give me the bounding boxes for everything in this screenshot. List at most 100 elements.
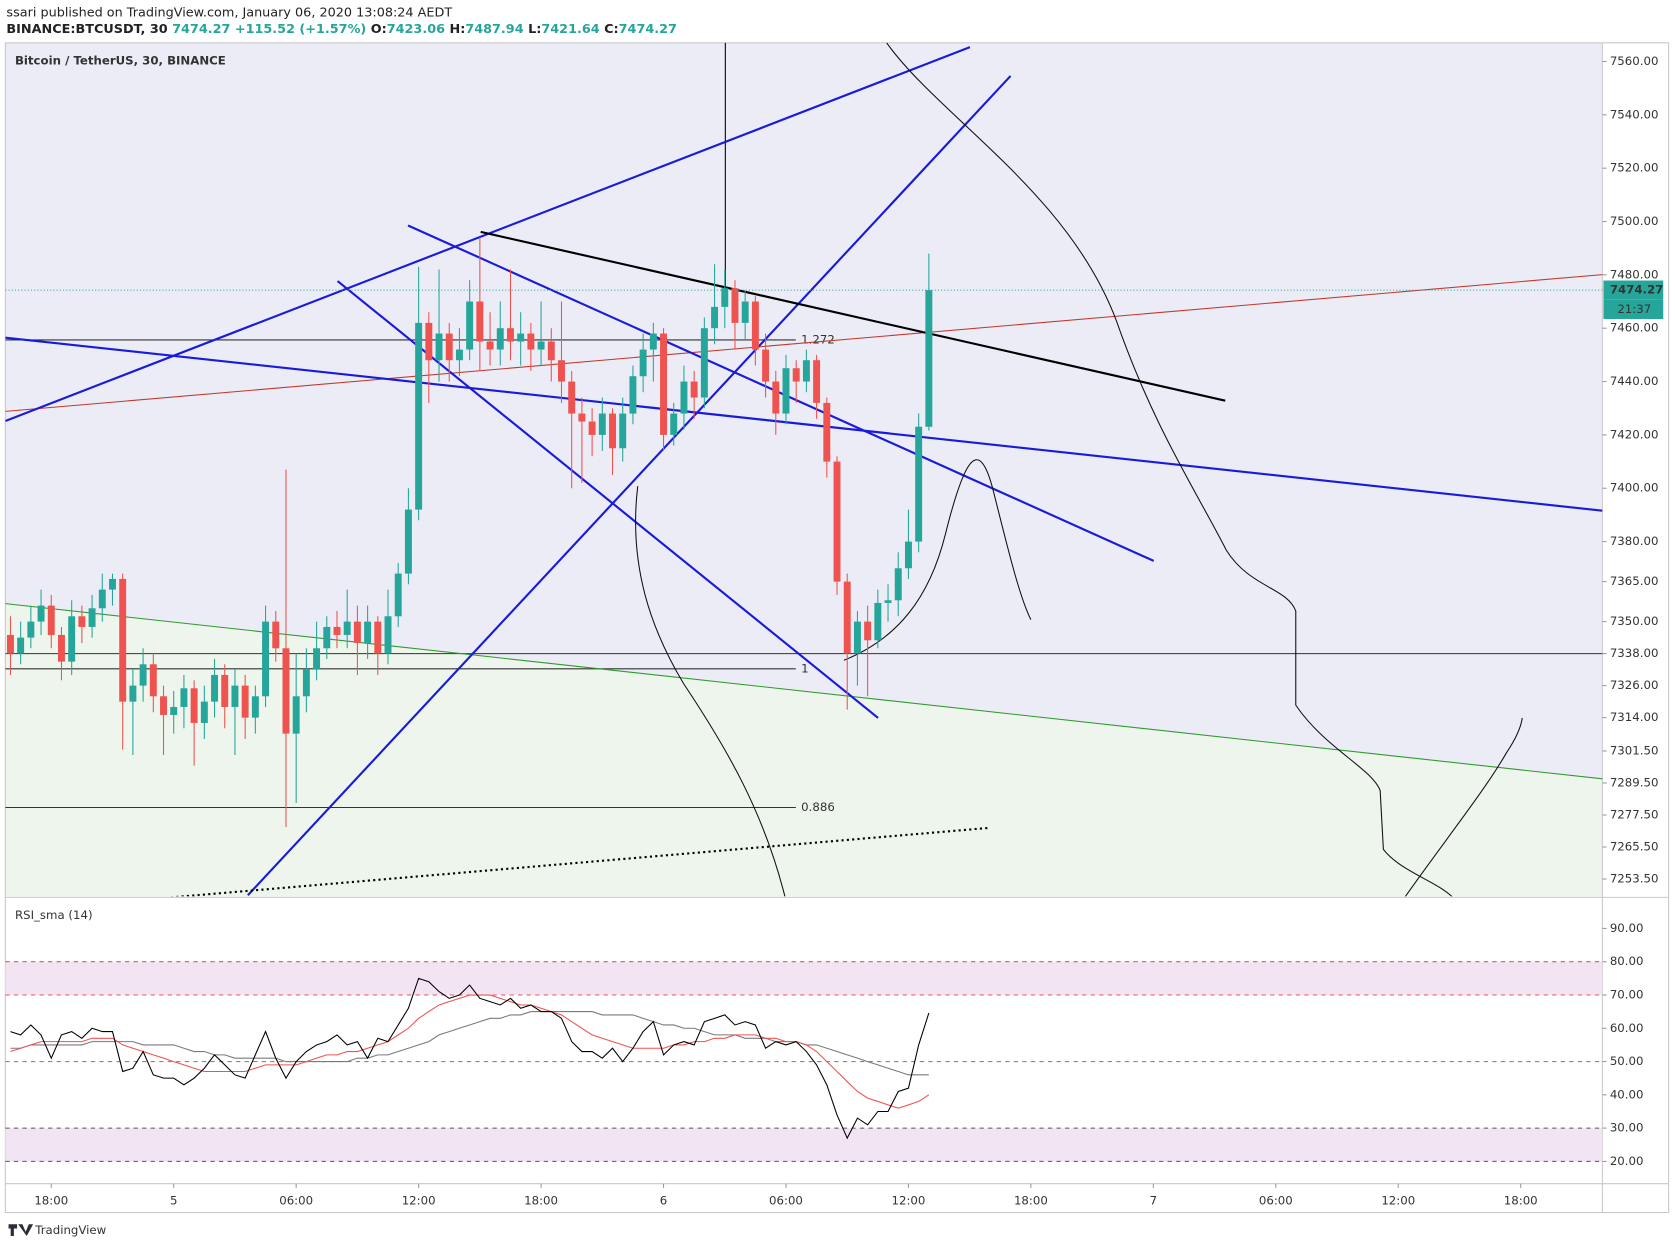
candle-body (425, 322, 433, 361)
last-price-label: 7474.27 (1610, 283, 1664, 297)
y-tick-label: 7301.50 (1610, 743, 1659, 757)
y-tick-label: 7480.00 (1610, 267, 1659, 281)
candle-body (200, 701, 208, 723)
candle-body (762, 349, 770, 382)
last-price-tag (1603, 280, 1664, 300)
candle-body (915, 426, 923, 542)
candle-body (925, 290, 933, 427)
x-tick-label: 18:00 (1504, 1193, 1538, 1207)
trend-line (5, 336, 1603, 512)
candle-body (711, 306, 719, 329)
candle-body (27, 621, 35, 638)
l-label: L: (528, 21, 541, 36)
logo-icon (8, 1224, 34, 1237)
candle-body (864, 621, 872, 641)
frame (4, 42, 1670, 1214)
candle-body (241, 685, 249, 718)
projection-curve (635, 486, 786, 897)
candle-body (47, 605, 55, 635)
candle-body (506, 328, 514, 342)
y-tick-label: 30.00 (1610, 1121, 1644, 1135)
projection-curve (1404, 717, 1523, 897)
candle-body (496, 328, 504, 350)
trend-line (5, 603, 1603, 780)
candle-body (792, 368, 800, 382)
fib-label: 1.272 (801, 332, 835, 346)
candle-body (231, 685, 239, 707)
x-tick-label: 7 (1150, 1193, 1157, 1207)
last-price: 7474.27 (172, 21, 230, 36)
candle-body (139, 664, 147, 686)
rsi-marks (5, 961, 1603, 1162)
candle-body (690, 381, 698, 398)
l-value: 7421.64 (541, 21, 599, 36)
y-tick-label: 60.00 (1610, 1021, 1644, 1035)
candle-body (568, 381, 576, 414)
candle-body (741, 301, 749, 323)
candle-body (853, 621, 861, 654)
candle-body (190, 688, 198, 723)
candle-body (843, 581, 851, 654)
candle-body (466, 301, 474, 350)
candle-body (609, 413, 616, 449)
countdown: 21:37 (1617, 302, 1651, 316)
candle-body (476, 301, 484, 342)
candle-body (129, 685, 137, 702)
rsi-band (5, 961, 1603, 995)
trend-line (5, 274, 1603, 412)
x-tick-label: 12:00 (892, 1193, 926, 1207)
candle-body (904, 541, 912, 569)
y-tick-label: 7500.00 (1610, 214, 1659, 228)
o-value: 7423.06 (387, 21, 445, 36)
candle-body (88, 608, 96, 627)
chart-title: Bitcoin / TetherUS, 30, BINANCE (15, 53, 226, 67)
rsi-band (5, 1128, 1603, 1162)
candle-body (894, 568, 902, 601)
symbol: BINANCE:BTCUSDT, 30 (6, 21, 167, 36)
candle-body (649, 333, 657, 350)
author-line: ssari published on TradingView.com, Janu… (6, 5, 452, 20)
candle-body (639, 349, 647, 377)
brand: TradingView (34, 1223, 106, 1237)
y-tick-label: 7560.00 (1610, 54, 1659, 68)
candle-body (517, 333, 525, 342)
candle-body (578, 413, 586, 422)
candle-body (629, 376, 637, 414)
candle-body (57, 634, 65, 662)
price-marks (5, 237, 1603, 827)
y-tick-label: 7440.00 (1610, 374, 1659, 388)
fib-label: 1 (801, 661, 808, 675)
y-tick-label: 7265.50 (1610, 839, 1659, 853)
x-tick-label: 6 (660, 1193, 667, 1207)
candle-body (751, 301, 759, 350)
rsi-title: RSI_sma (14) (15, 908, 93, 922)
candle-body (98, 589, 106, 609)
candle-body (588, 421, 596, 435)
candle-body (282, 648, 290, 734)
y-tick-label: 7520.00 (1610, 161, 1659, 175)
drawings (5, 42, 1603, 897)
candle-body (160, 696, 167, 715)
x-tick-label: 18:00 (34, 1193, 68, 1207)
rsi-line (10, 977, 930, 1140)
candle-body (364, 621, 372, 643)
candle-body (619, 413, 627, 449)
candle-body (313, 648, 321, 670)
candle-body (384, 616, 392, 654)
y-tick-label: 7420.00 (1610, 427, 1659, 441)
candle-body (813, 360, 821, 403)
candle-body (78, 616, 86, 627)
trend-line (247, 75, 1012, 896)
channel-fill (5, 603, 1603, 897)
y-tick-label: 7314.00 (1610, 710, 1659, 724)
x-tick-label: 06:00 (769, 1193, 803, 1207)
candle-body (537, 341, 545, 350)
candle-body (353, 621, 361, 643)
candle-body (823, 402, 831, 462)
candle-body (251, 696, 259, 718)
candle-body (445, 333, 453, 361)
x-tick-label: 18:00 (524, 1193, 558, 1207)
candle-body (558, 360, 565, 382)
h-label: H: (449, 21, 465, 36)
candle-body (6, 634, 14, 654)
